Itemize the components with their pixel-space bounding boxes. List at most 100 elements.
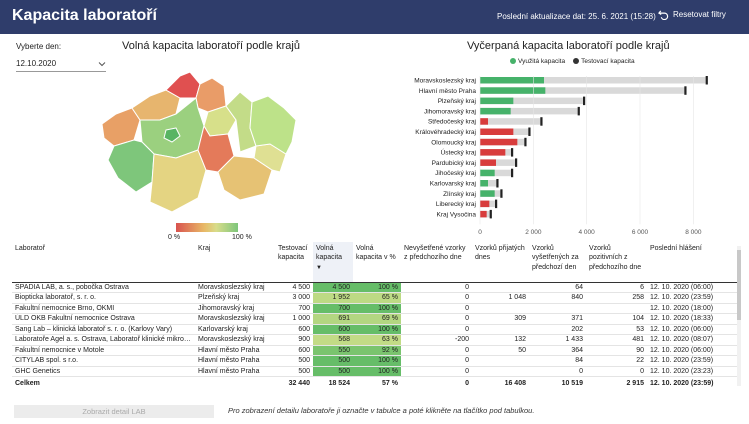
table-cell: 840 <box>529 292 586 304</box>
bar-tested-marker <box>495 199 498 209</box>
date-select[interactable]: 12.10.2020 <box>16 57 106 72</box>
bar-category-label: Olomoucký kraj <box>431 139 476 146</box>
bar-category-label: Moravskoslezský kraj <box>414 78 476 85</box>
bar-used-capacity[interactable] <box>480 159 496 166</box>
table-cell: 4 500 <box>313 282 353 293</box>
column-header[interactable]: Vzorků přijatých dnes <box>472 242 529 283</box>
table-cell: 3 000 <box>275 292 313 304</box>
table-cell: 500 <box>275 366 313 377</box>
show-lab-detail-button[interactable]: Zobrazit detail LAB <box>14 405 214 418</box>
map-legend-max: 100 % <box>232 234 252 241</box>
bar-x-tick: 4 000 <box>579 229 596 236</box>
map-region-jihomoravsky[interactable] <box>217 155 273 201</box>
bar-used-capacity[interactable] <box>480 200 490 208</box>
bar-tested-marker <box>705 76 708 85</box>
table-cell: CITYLAB spol. s r.o. <box>12 355 195 367</box>
table-cell: GHC Genetics <box>12 366 195 377</box>
table-cell: 100 % <box>353 355 401 367</box>
table-cell: Biopticka laboratoř, s. r. o. <box>12 292 195 304</box>
bar-tested-capacity[interactable] <box>480 159 516 166</box>
bar-used-capacity[interactable] <box>480 149 506 156</box>
bar-used-capacity[interactable] <box>480 180 488 187</box>
table-cell: 100 % <box>353 303 401 314</box>
bar-tested-capacity[interactable] <box>480 97 584 105</box>
table-cell: 92 % <box>353 345 401 356</box>
column-header[interactable]: Volná kapacita ▼ <box>313 242 353 283</box>
bar-tested-capacity[interactable] <box>480 118 542 125</box>
table-cell: 1 952 <box>313 292 353 304</box>
column-header[interactable]: Vzorků pozitivních z předchozího dne <box>586 242 647 283</box>
bar-used-capacity[interactable] <box>480 210 487 218</box>
table-cell: 100 % <box>353 282 401 293</box>
table-cell: 100 % <box>353 366 401 377</box>
table-cell: Moravskoslezský kraj <box>195 282 275 293</box>
bar-category-label: Jihočeský kraj <box>435 170 476 177</box>
bar-tested-marker <box>524 137 527 147</box>
column-header[interactable]: Kraj <box>195 242 275 283</box>
table-row[interactable]: Biopticka laboratoř, s. r. o. Plzeňský kr… <box>12 292 738 304</box>
column-header[interactable]: Nevyšetřené vzorky z předchozího dne <box>401 242 472 283</box>
bar-used-capacity[interactable] <box>480 190 495 197</box>
bar-used-capacity[interactable] <box>480 77 544 84</box>
table-cell: Jihomoravský kraj <box>195 303 275 314</box>
table-cell: 6 <box>586 282 647 293</box>
column-header[interactable]: Vzorků vyšetřených za předchozí den <box>529 242 586 283</box>
bar-used-capacity[interactable] <box>480 169 495 177</box>
table-cell: Hlavní město Praha <box>195 366 275 377</box>
table-cell: 12. 10. 2020 (08:07) <box>647 334 738 346</box>
table-row[interactable]: Laboratoře Agel a. s. Ostrava, Laboratoř… <box>12 334 738 346</box>
table-hint: Pro zobrazení detailu laboratoře ji ozna… <box>228 406 535 415</box>
table-row[interactable]: ÚLD OKB Fakultní nemocnice Ostrava Moravs… <box>12 313 738 325</box>
bar-tested-marker <box>489 209 492 219</box>
bar-tested-capacity[interactable] <box>480 180 498 187</box>
table-cell: 500 <box>313 366 353 377</box>
bar-tested-capacity[interactable] <box>480 87 686 94</box>
bar-tested-capacity[interactable] <box>480 107 579 115</box>
bar-used-capacity[interactable] <box>480 107 511 115</box>
table-cell: 12. 10. 2020 (18:33) <box>647 313 738 325</box>
table-cell: 0 <box>401 313 472 325</box>
column-header-label: Vzorků pozitivních z předchozího dne <box>589 245 642 271</box>
table-cell: Sang Lab – klinická laboratoř s. r. o. (… <box>12 324 195 335</box>
table-row[interactable]: SPADIA LAB, a. s., pobočka Ostrava Moravs… <box>12 282 738 293</box>
bar-used-capacity[interactable] <box>480 97 514 105</box>
bar-x-tick: 2 000 <box>525 229 542 236</box>
map-region-praha[interactable] <box>163 127 181 143</box>
bar-used-capacity[interactable] <box>480 128 514 136</box>
table-row[interactable]: Fakultní nemocnice Brno, OKMI Jihomoravsk… <box>12 303 738 314</box>
map-region-moravskoslezsky[interactable] <box>249 95 297 155</box>
map-region-karlovarsky[interactable] <box>101 107 141 147</box>
bar-category-label: Zlínský kraj <box>443 191 476 198</box>
bar-category-label: Ústecký kraj <box>441 148 476 157</box>
map-legend-min: 0 % <box>168 234 181 241</box>
column-header[interactable]: Poslední hlášení <box>647 242 738 283</box>
map-region-vysocina[interactable] <box>197 124 235 173</box>
map-region-kralovehradecky[interactable] <box>195 77 227 113</box>
table-row[interactable]: Fakultní nemocnice v Motole Hlavní město … <box>12 345 738 356</box>
header-bar: Kapacita laboratoří Poslední aktualizace… <box>0 0 749 34</box>
table-row[interactable]: GHC Genetics Hlavní město Praha 500 500 100 … <box>12 366 738 377</box>
map-title: Volná kapacita laboratoří podle krajů <box>122 40 300 52</box>
bar-used-capacity[interactable] <box>480 138 518 146</box>
map-region-plzensky[interactable] <box>107 139 155 193</box>
table-row[interactable]: CITYLAB spol. s r.o. Hlavní město Praha 50… <box>12 355 738 367</box>
table-cell: 258 <box>586 292 647 304</box>
table-scroll-thumb[interactable] <box>737 250 741 320</box>
column-header[interactable]: Volná kapacita v % <box>353 242 401 283</box>
column-header[interactable]: Testovací kapacita <box>275 242 313 283</box>
column-header[interactable]: Laboratoř <box>12 242 195 283</box>
bar-category-label: Královéhradecký kraj <box>415 129 476 136</box>
reset-filters-button[interactable]: Resetovat filtry <box>658 9 726 20</box>
bar-used-capacity[interactable] <box>480 87 546 94</box>
table-cell: 202 <box>529 324 586 335</box>
legend-used-dot <box>510 58 516 64</box>
bar-tested-capacity[interactable] <box>480 77 707 84</box>
table-cell: 12. 10. 2020 (06:00) <box>647 282 738 293</box>
table-row[interactable]: Sang Lab – klinická laboratoř s. r. o. (… <box>12 324 738 335</box>
bar-tested-marker <box>540 117 543 126</box>
map-region-jihocesky[interactable] <box>149 149 207 213</box>
table-cell: 900 <box>275 334 313 346</box>
bar-tested-capacity[interactable] <box>480 169 512 177</box>
table-cell <box>586 303 647 314</box>
bar-used-capacity[interactable] <box>480 118 488 125</box>
